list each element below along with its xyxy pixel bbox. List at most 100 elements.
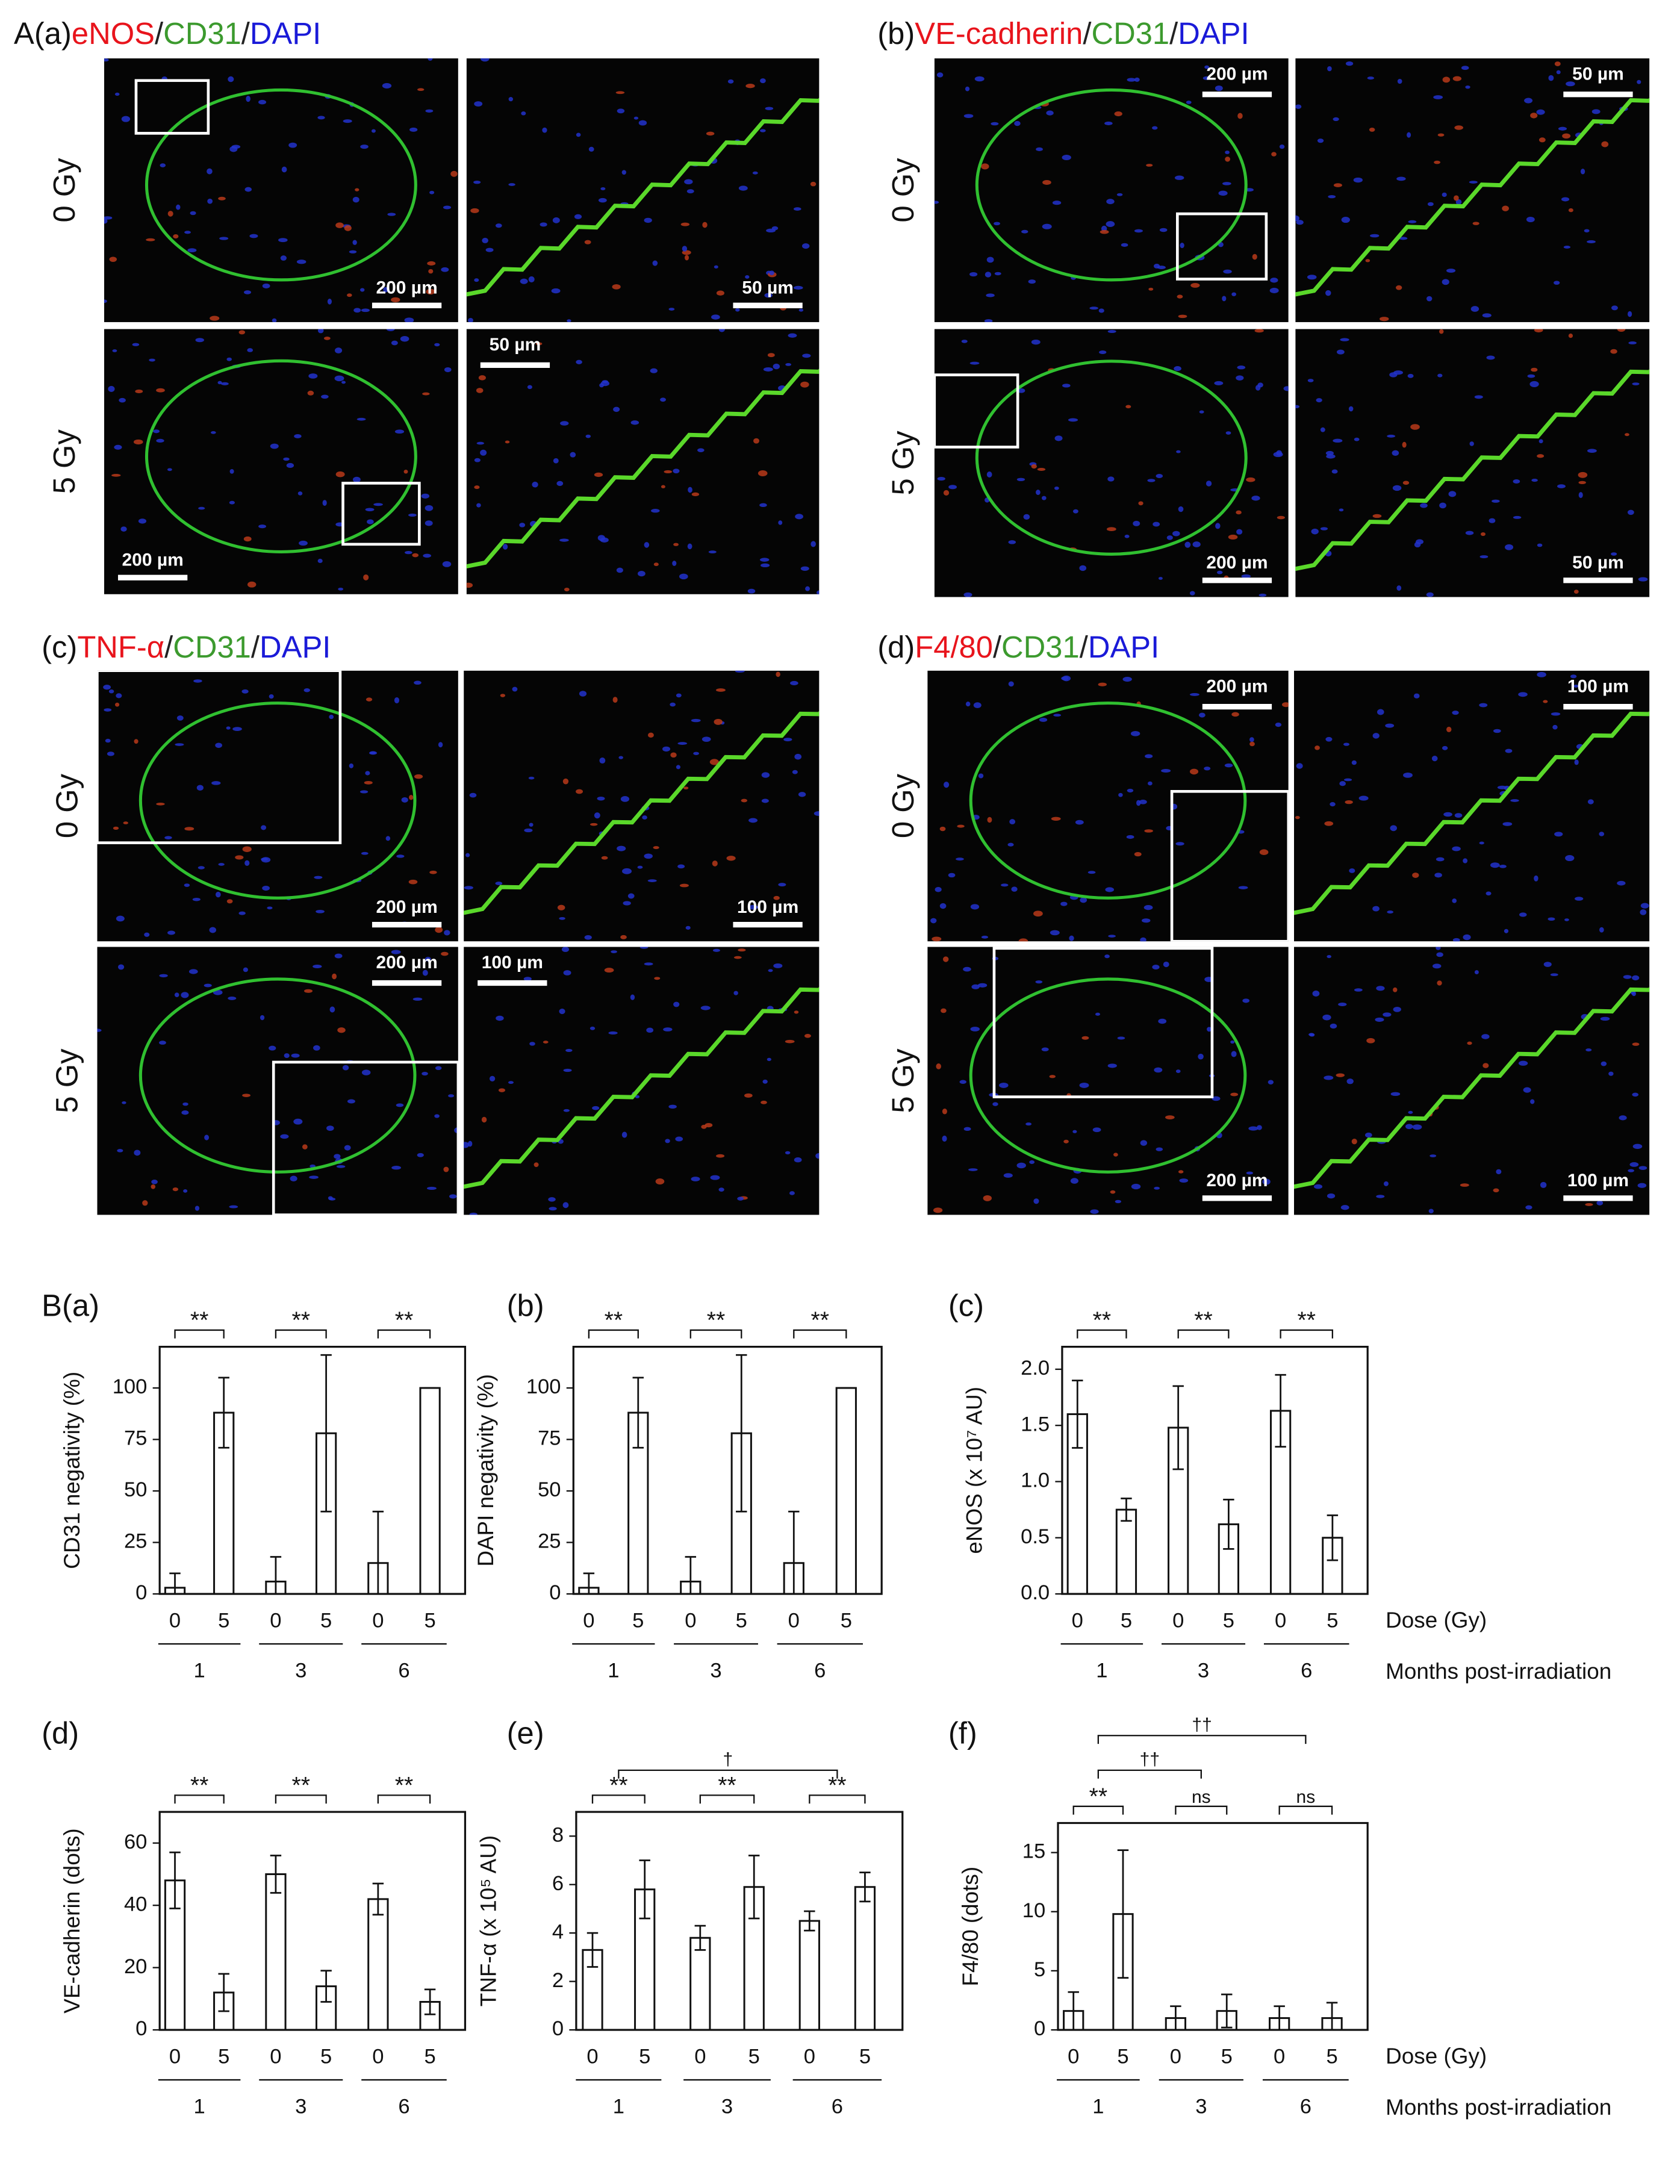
- nucleus: [104, 218, 108, 224]
- nucleus: [317, 116, 325, 120]
- nucleus: [1127, 78, 1136, 82]
- nucleus: [481, 1116, 487, 1123]
- nucleus: [283, 457, 290, 461]
- scale-bar-label: 100 µm: [482, 953, 543, 972]
- inset-box: [934, 373, 1019, 449]
- nucleus: [247, 581, 257, 588]
- nucleus: [323, 336, 331, 340]
- nucleus: [1072, 509, 1078, 514]
- nucleus: [435, 1066, 442, 1071]
- nucleus: [469, 792, 477, 798]
- nucleus: [465, 853, 470, 857]
- panel-label: A(a): [14, 16, 72, 51]
- nucleus: [232, 727, 242, 732]
- nucleus: [1327, 1193, 1336, 1199]
- nucleus: [561, 947, 570, 953]
- nucleus: [1108, 935, 1116, 938]
- micrograph-background: [927, 670, 1289, 942]
- vessel-wall: [969, 977, 1247, 1174]
- nucleus: [167, 930, 175, 935]
- nucleus: [114, 92, 120, 96]
- nucleus: [449, 1194, 457, 1199]
- nucleus: [187, 248, 197, 253]
- nucleus: [1412, 873, 1419, 878]
- nucleus: [598, 198, 607, 203]
- nucleus: [1060, 901, 1068, 906]
- nucleus: [1452, 846, 1461, 851]
- nucleus: [1199, 410, 1204, 414]
- nucleus: [134, 739, 138, 744]
- y-tick-label: 2.0: [1021, 1357, 1050, 1380]
- chart: (f) F4/80 (dots) 0 5 10 15 0 5 0 5 0 5 1 3 6 ** ns ns †† ††…: [948, 1715, 1611, 2120]
- nucleus: [426, 288, 435, 295]
- nucleus: [175, 743, 184, 746]
- nucleus: [794, 753, 802, 760]
- inset-box: [1170, 789, 1289, 942]
- nucleus: [1159, 228, 1168, 232]
- nucleus: [718, 1187, 724, 1192]
- nucleus: [425, 505, 434, 511]
- nucleus: [1442, 279, 1449, 285]
- nucleus: [269, 1045, 276, 1051]
- nucleus: [1396, 585, 1402, 591]
- title-segment: /: [993, 630, 1002, 664]
- nucleus: [1114, 111, 1122, 117]
- nucleus: [733, 991, 738, 995]
- nucleus: [1469, 441, 1474, 446]
- nucleus: [1566, 81, 1575, 87]
- nucleus: [1230, 1092, 1239, 1097]
- nucleus: [428, 269, 434, 274]
- nucleus: [1009, 819, 1016, 825]
- nucleus: [412, 997, 423, 1001]
- nucleus: [712, 860, 718, 866]
- nucleus: [714, 265, 718, 269]
- nucleus: [1437, 980, 1442, 986]
- nucleus: [672, 561, 677, 566]
- nucleus: [215, 742, 222, 748]
- vessel-wall: [975, 359, 1248, 556]
- nucleus: [1031, 339, 1041, 345]
- nucleus: [1177, 294, 1183, 299]
- nucleus: [327, 299, 332, 305]
- nucleus: [1405, 1124, 1413, 1130]
- nucleus: [347, 1099, 355, 1104]
- nucleus: [1070, 1178, 1078, 1184]
- x-tick-label: 5: [320, 2045, 332, 2068]
- nucleus: [1638, 577, 1648, 582]
- nucleus: [1246, 477, 1255, 482]
- nucleus: [948, 485, 957, 490]
- nucleus: [1148, 287, 1154, 291]
- nucleus: [1148, 781, 1153, 786]
- nucleus: [344, 225, 352, 231]
- nucleus: [1049, 1075, 1056, 1078]
- nucleus: [244, 860, 250, 866]
- nucleus: [405, 551, 412, 555]
- nucleus: [663, 1027, 673, 1031]
- nucleus: [195, 338, 204, 343]
- nucleus: [1489, 518, 1496, 523]
- nucleus: [1436, 952, 1443, 957]
- nucleus: [167, 468, 172, 471]
- nucleus: [1008, 681, 1014, 687]
- nucleus: [280, 1134, 289, 1139]
- nucleus: [359, 288, 365, 292]
- nucleus: [349, 763, 354, 768]
- nucleus: [1505, 544, 1514, 550]
- nucleus: [117, 964, 125, 970]
- nucleus: [668, 308, 675, 311]
- nucleus: [1016, 1162, 1026, 1169]
- nucleus: [1186, 101, 1192, 104]
- nucleus: [1134, 77, 1140, 82]
- nucleus: [1513, 515, 1522, 519]
- nucleus: [715, 688, 726, 692]
- nucleus: [238, 911, 246, 915]
- nucleus: [1454, 125, 1464, 130]
- trend-label: †: [723, 1750, 733, 1770]
- nucleus: [790, 680, 798, 686]
- nucleus: [313, 1045, 320, 1051]
- nucleus: [1270, 278, 1278, 283]
- nucleus: [957, 824, 965, 828]
- nucleus: [1204, 65, 1210, 69]
- nucleus: [785, 1151, 791, 1155]
